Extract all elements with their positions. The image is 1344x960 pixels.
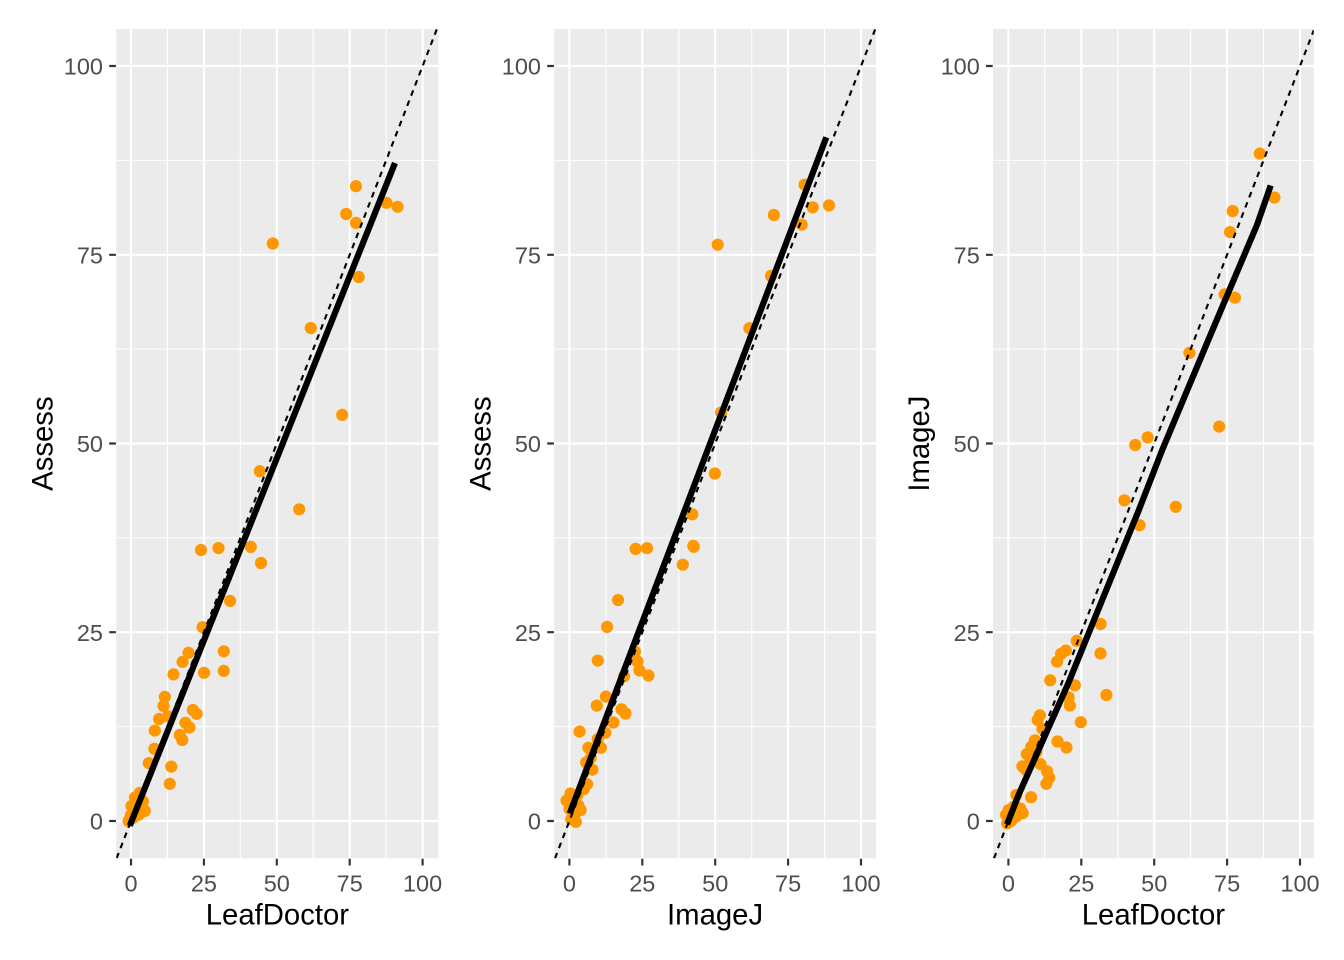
svg-text:75: 75: [337, 870, 363, 896]
svg-text:0: 0: [967, 809, 980, 835]
svg-text:50: 50: [264, 870, 290, 896]
svg-text:50: 50: [702, 870, 728, 896]
svg-text:75: 75: [954, 242, 980, 268]
svg-text:50: 50: [1141, 870, 1167, 896]
svg-text:ImageJ: ImageJ: [667, 898, 763, 931]
svg-text:100: 100: [841, 870, 880, 896]
svg-text:100: 100: [1280, 870, 1319, 896]
svg-text:ImageJ: ImageJ: [903, 396, 936, 492]
svg-text:Assess: Assess: [26, 396, 59, 490]
svg-text:25: 25: [191, 870, 217, 896]
svg-text:0: 0: [90, 809, 103, 835]
svg-text:75: 75: [1214, 870, 1240, 896]
svg-text:50: 50: [77, 431, 103, 457]
svg-text:25: 25: [77, 620, 103, 646]
svg-text:100: 100: [502, 54, 541, 80]
svg-text:75: 75: [77, 242, 103, 268]
svg-text:25: 25: [954, 620, 980, 646]
svg-text:0: 0: [563, 870, 576, 896]
svg-text:0: 0: [1002, 870, 1015, 896]
svg-text:100: 100: [403, 870, 442, 896]
svg-text:0: 0: [528, 809, 541, 835]
svg-text:25: 25: [1068, 870, 1094, 896]
svg-text:75: 75: [775, 870, 801, 896]
svg-text:50: 50: [515, 431, 541, 457]
svg-text:50: 50: [954, 431, 980, 457]
svg-text:LeafDoctor: LeafDoctor: [1082, 898, 1226, 931]
svg-text:Assess: Assess: [464, 396, 497, 490]
svg-text:100: 100: [64, 54, 103, 80]
svg-text:100: 100: [941, 54, 980, 80]
svg-text:25: 25: [515, 620, 541, 646]
svg-text:LeafDoctor: LeafDoctor: [206, 898, 350, 931]
svg-text:0: 0: [124, 870, 137, 896]
svg-text:25: 25: [629, 870, 655, 896]
svg-text:75: 75: [515, 242, 541, 268]
